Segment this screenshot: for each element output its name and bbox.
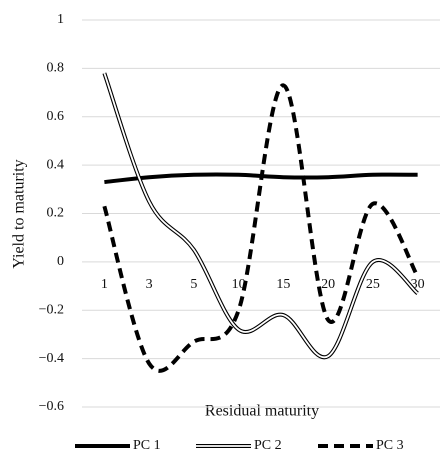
legend-label: PC 2 <box>254 438 282 453</box>
x-tick-label: 3 <box>146 277 153 292</box>
y-tick-label: 0.4 <box>47 157 65 172</box>
legend-label: PC 3 <box>376 438 404 453</box>
y-tick-label: −0.4 <box>39 351 64 366</box>
x-tick-label: 5 <box>190 277 197 292</box>
x-tick-label: 10 <box>232 277 246 292</box>
line <box>102 72 419 360</box>
x-tick-label: 20 <box>321 277 335 292</box>
legend-label: PC 1 <box>133 438 161 453</box>
x-tick-label: 25 <box>366 277 380 292</box>
x-tick-label: 1 <box>101 277 108 292</box>
x-axis-label: Residual maturity <box>205 403 319 420</box>
y-tick-label: 0.8 <box>47 61 65 76</box>
y-tick-label: −0.2 <box>39 302 64 317</box>
y-tick-label: 1 <box>57 12 64 27</box>
y-tick-label: 0.2 <box>47 206 65 221</box>
y-tick-label: 0 <box>57 254 64 269</box>
line-inner <box>103 72 419 359</box>
y-axis-label: Yield to maturity <box>11 159 28 268</box>
y-tick-label: 0.6 <box>47 109 65 124</box>
x-tick-label: 15 <box>276 277 290 292</box>
line <box>102 83 420 373</box>
y-tick-label: −0.6 <box>39 399 64 414</box>
